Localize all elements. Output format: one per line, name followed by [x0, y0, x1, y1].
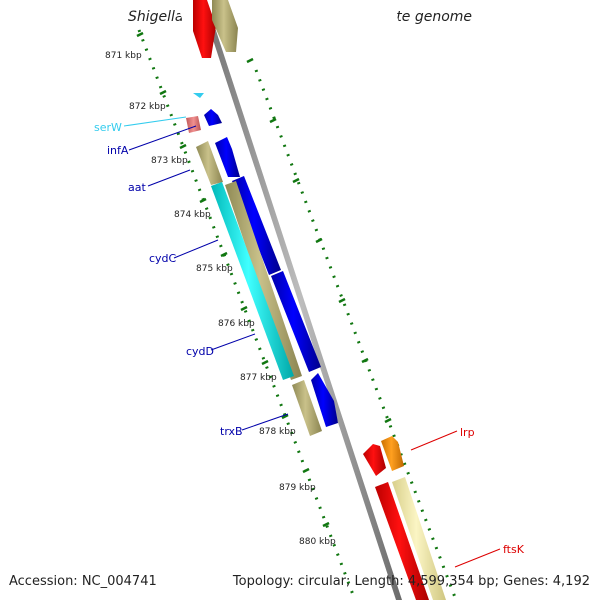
gene-khaki-low[interactable] — [292, 380, 322, 436]
tick-dashes — [136, 31, 392, 528]
genome-backbone — [200, 0, 402, 600]
tick-label-871: 871 kbp — [105, 51, 142, 61]
tick-label-877: 877 kbp — [240, 373, 277, 383]
feature-shape — [212, 0, 238, 52]
gene-label-lrp[interactable]: lrp — [460, 426, 475, 439]
feature-top-red[interactable] — [193, 0, 216, 58]
features — [186, 0, 446, 600]
gene-label-cydC[interactable]: cydC — [149, 252, 177, 265]
gene-orange-cds[interactable] — [381, 436, 404, 471]
feature-top-khaki[interactable] — [212, 0, 238, 52]
gene-serW-trna[interactable] — [193, 93, 204, 98]
gene-khaki-upper[interactable] — [196, 141, 223, 185]
gene-pale-long[interactable] — [392, 477, 446, 600]
tick-label-880: 880 kbp — [299, 537, 336, 547]
feature-lane — [176, 0, 580, 600]
gene-rrna-pink[interactable] — [186, 116, 201, 133]
accession-text: Accession: NC_004741 — [9, 574, 157, 589]
gene-cydC-cds[interactable] — [232, 176, 281, 275]
tick-labels: 871 kbp 872 kbp 873 kbp 874 kbp 875 kbp … — [105, 51, 336, 547]
gene-ftsK-cds[interactable] — [375, 482, 429, 600]
tick-label-879: 879 kbp — [279, 483, 316, 493]
tick-label-876: 876 kbp — [218, 319, 255, 329]
gene-cydD-cds[interactable] — [271, 271, 321, 372]
genome-summary-text: Topology: circular; Length: 4,599,354 bp… — [232, 574, 590, 589]
gene-trxB-cds[interactable] — [311, 373, 338, 427]
tick-label-872: 872 kbp — [129, 102, 166, 112]
tick-label-873: 873 kbp — [151, 156, 188, 166]
tick-ring-inner — [137, 29, 357, 600]
gene-label-infA[interactable]: infA — [107, 144, 129, 157]
tick-label-875: 875 kbp — [196, 264, 233, 274]
gene-label-serW[interactable]: serW — [94, 121, 122, 134]
gene-infA-cds[interactable] — [204, 109, 222, 126]
gene-aat-cds[interactable] — [215, 137, 240, 177]
gene-label-ftsK[interactable]: ftsK — [503, 543, 525, 556]
feature-shape — [193, 0, 216, 58]
gene-labels: serW infA aat cydC cydD trxB lrp ftsK — [94, 121, 525, 556]
gene-cyan-trna[interactable] — [211, 182, 294, 380]
gene-callouts — [123, 116, 501, 568]
gene-label-cydD[interactable]: cydD — [186, 345, 214, 358]
gene-khaki-mid[interactable] — [225, 181, 302, 380]
gene-label-trxB[interactable]: trxB — [220, 425, 243, 438]
gene-lrp-cds[interactable] — [363, 444, 386, 476]
tick-label-878: 878 kbp — [259, 427, 296, 437]
gene-label-aat[interactable]: aat — [128, 181, 146, 194]
tick-label-874: 874 kbp — [174, 210, 211, 220]
